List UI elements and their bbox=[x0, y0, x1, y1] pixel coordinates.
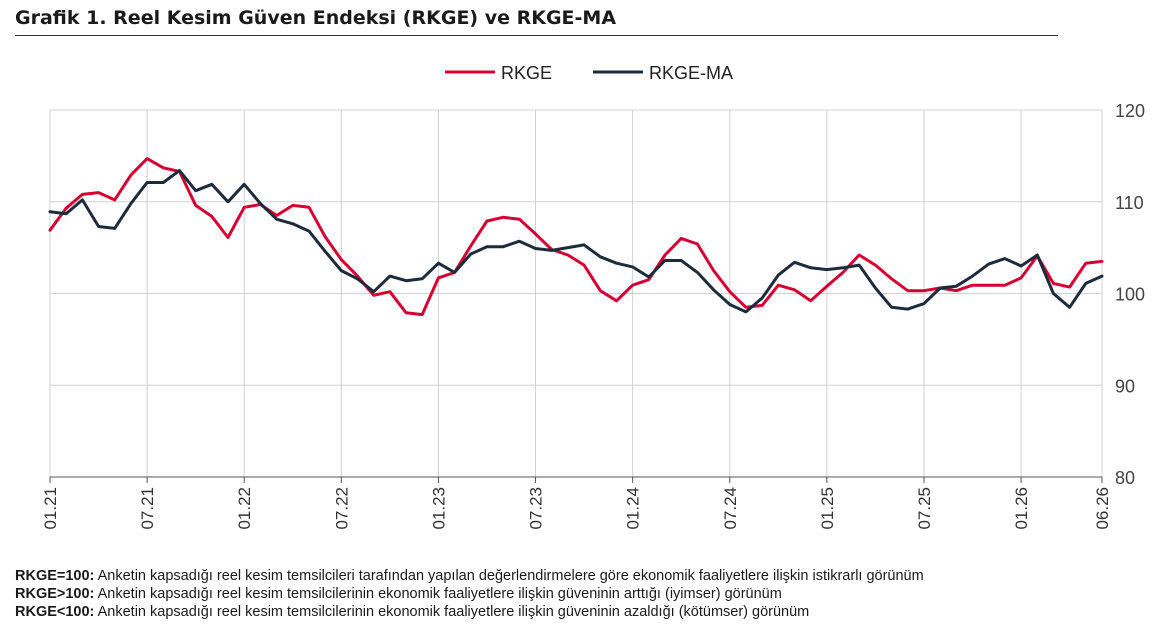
series-line-rkge bbox=[48, 157, 1104, 317]
x-tick-label: 01.22 bbox=[235, 487, 254, 530]
legend-label: RKGE bbox=[501, 63, 552, 83]
y-tick-label: 110 bbox=[1115, 193, 1144, 213]
x-tick-label: 01.26 bbox=[1012, 487, 1031, 530]
x-tick-label: 07.22 bbox=[332, 487, 351, 530]
note-label: RKGE<100: bbox=[15, 604, 95, 620]
x-tick-label: 07.23 bbox=[527, 487, 546, 530]
note-label: RKGE=100: bbox=[15, 568, 95, 584]
y-tick-label: 90 bbox=[1115, 376, 1135, 396]
note-equal: RKGE=100: Anketin kapsadığı reel kesim t… bbox=[15, 567, 924, 585]
legend-label: RKGE-MA bbox=[649, 63, 733, 83]
x-tick-label: 06.26 bbox=[1093, 487, 1112, 530]
x-tick-label: 01.21 bbox=[41, 487, 60, 530]
y-tick-label: 120 bbox=[1115, 101, 1145, 121]
series-line-rkge-ma bbox=[48, 169, 1104, 314]
footnotes: RKGE=100: Anketin kapsadığı reel kesim t… bbox=[15, 567, 924, 621]
chart-title: Grafik 1. Reel Kesim Güven Endeksi (RKGE… bbox=[15, 7, 617, 29]
y-tick-label: 80 bbox=[1115, 468, 1135, 488]
note-text: Anketin kapsadığı reel kesim temsilciler… bbox=[97, 568, 924, 584]
line-chart: 80 90 100 110 120 01.21 07.21 01.22 07.22 01.23 07… bbox=[41, 63, 1145, 530]
note-label: RKGE>100: bbox=[15, 586, 95, 602]
y-tick-label: 100 bbox=[1115, 285, 1145, 305]
x-tick-label: 01.23 bbox=[429, 487, 448, 530]
title-divider bbox=[15, 35, 1058, 36]
note-text: Anketin kapsadığı reel kesim temsilciler… bbox=[97, 604, 810, 620]
note-greater: RKGE>100: Anketin kapsadığı reel kesim t… bbox=[15, 585, 924, 603]
x-tick-label: 01.24 bbox=[624, 487, 643, 530]
x-tick-label: 07.25 bbox=[915, 487, 934, 530]
x-tick-label: 01.25 bbox=[818, 487, 837, 530]
note-text: Anketin kapsadığı reel kesim temsilciler… bbox=[97, 586, 782, 602]
note-less: RKGE<100: Anketin kapsadığı reel kesim t… bbox=[15, 603, 924, 621]
x-tick-label: 07.24 bbox=[721, 487, 740, 530]
x-tick-label: 07.21 bbox=[138, 487, 157, 530]
